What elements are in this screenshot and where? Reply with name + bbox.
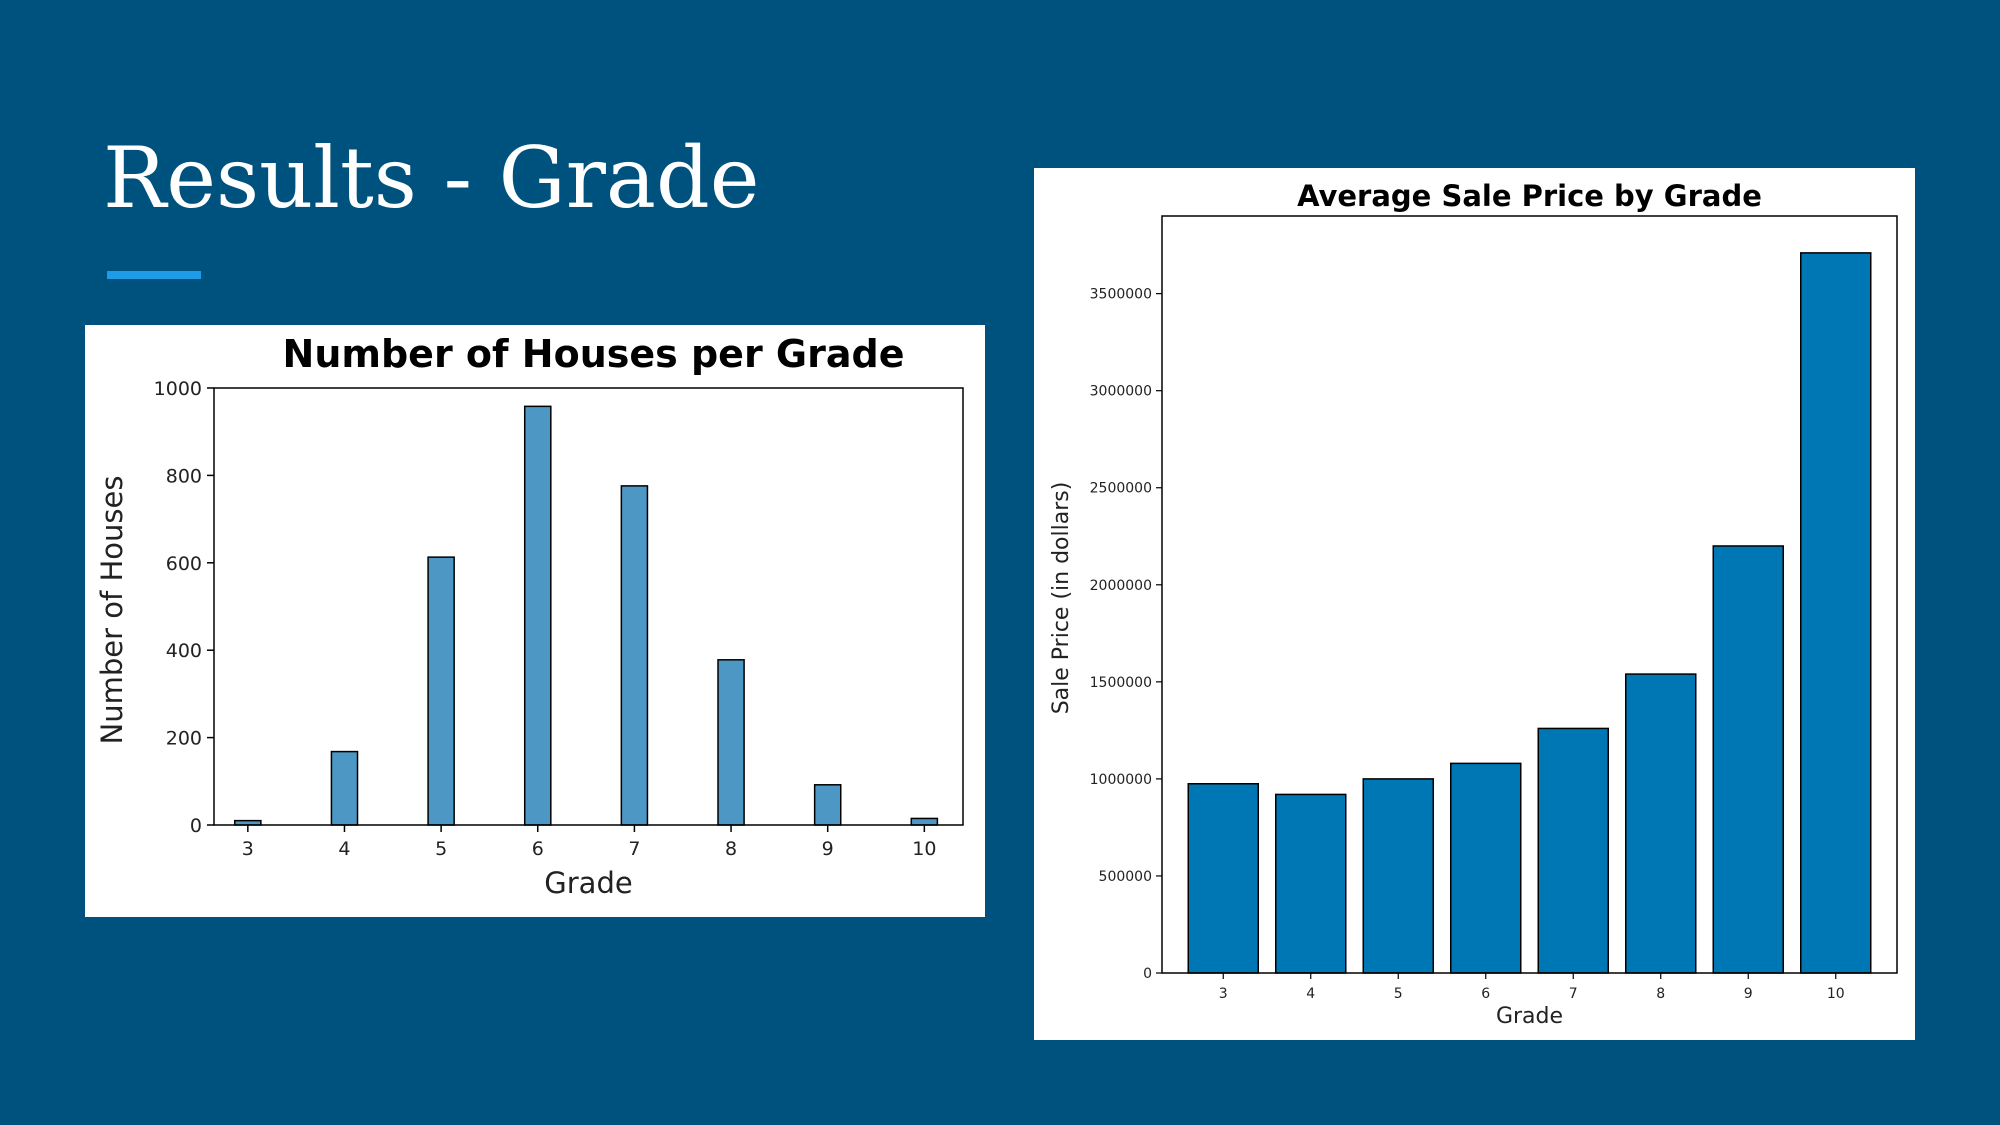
x-tick-label: 3 <box>1219 986 1228 1002</box>
plot-frame <box>213 387 964 826</box>
y-tick-label: 2500000 <box>1090 481 1152 497</box>
y-tick-label: 600 <box>166 553 202 575</box>
bar <box>427 556 455 826</box>
x-tick-label: 7 <box>1569 986 1578 1002</box>
x-axis-label: Grade <box>1496 1004 1563 1029</box>
x-tick-label: 4 <box>1306 986 1315 1002</box>
x-axis-label: Grade <box>544 866 632 900</box>
y-tick-label: 800 <box>166 465 202 487</box>
y-axis-label: Number of Houses <box>95 476 129 745</box>
x-tick-label: 6 <box>532 838 544 860</box>
plot-frame <box>1161 215 1898 974</box>
x-tick-label: 4 <box>338 838 350 860</box>
bar <box>1712 545 1784 974</box>
x-tick-label: 10 <box>912 838 936 860</box>
x-tick-label: 5 <box>435 838 447 860</box>
houses-per-grade-chart-panel: 0 200 400 600 800 1000 3 4 5 6 7 8 9 10 Number of Hous… <box>85 325 985 917</box>
bar <box>1625 673 1697 974</box>
houses-per-grade-chart: 0 200 400 600 800 1000 3 4 5 6 7 8 9 10 Number of Hous… <box>95 332 964 900</box>
x-tick-label: 8 <box>725 838 737 860</box>
bar <box>620 485 649 826</box>
y-tick-label: 500000 <box>1099 869 1152 885</box>
x-tick-label: 10 <box>1827 986 1845 1002</box>
y-tick-label: 1500000 <box>1090 675 1152 691</box>
bar <box>1450 762 1522 974</box>
bar <box>330 750 359 826</box>
y-tick-label: 3000000 <box>1090 384 1152 400</box>
sale-price-by-grade-chart-panel: 0 500000 1000000 1500000 2000000 2500000 30000… <box>1034 168 1915 1040</box>
chart-title: Average Sale Price by Grade <box>1297 179 1762 213</box>
bar <box>1187 783 1259 974</box>
bar <box>717 659 745 826</box>
y-axis-label: Sale Price (in dollars) <box>1049 482 1074 715</box>
x-tick-label: 5 <box>1394 986 1403 1002</box>
slide-title: Results - Grade <box>103 129 760 227</box>
y-tick-label: 3500000 <box>1090 287 1152 303</box>
y-tick-label: 200 <box>166 728 202 750</box>
x-tick-label: 3 <box>242 838 254 860</box>
y-tick-label: 0 <box>1143 966 1152 982</box>
bar <box>910 817 939 826</box>
y-tick-label: 1000 <box>154 378 202 400</box>
bar <box>1362 778 1434 974</box>
bar <box>1537 727 1609 974</box>
x-tick-label: 7 <box>628 838 640 860</box>
bar <box>523 405 552 826</box>
x-tick-label: 9 <box>822 838 834 860</box>
y-tick-label: 0 <box>190 815 202 837</box>
y-tick-label: 1000000 <box>1090 772 1152 788</box>
bar <box>1275 793 1347 974</box>
sale-price-by-grade-chart: 0 500000 1000000 1500000 2000000 2500000 30000… <box>1049 179 1898 1029</box>
x-tick-label: 8 <box>1656 986 1665 1002</box>
title-accent-line <box>107 271 201 279</box>
y-tick-label: 400 <box>166 640 202 662</box>
x-tick-label: 9 <box>1744 986 1753 1002</box>
bar <box>813 784 842 826</box>
bar <box>1800 252 1872 974</box>
x-tick-label: 6 <box>1481 986 1490 1002</box>
chart-title: Number of Houses per Grade <box>283 332 905 376</box>
y-tick-label: 2000000 <box>1090 578 1152 594</box>
